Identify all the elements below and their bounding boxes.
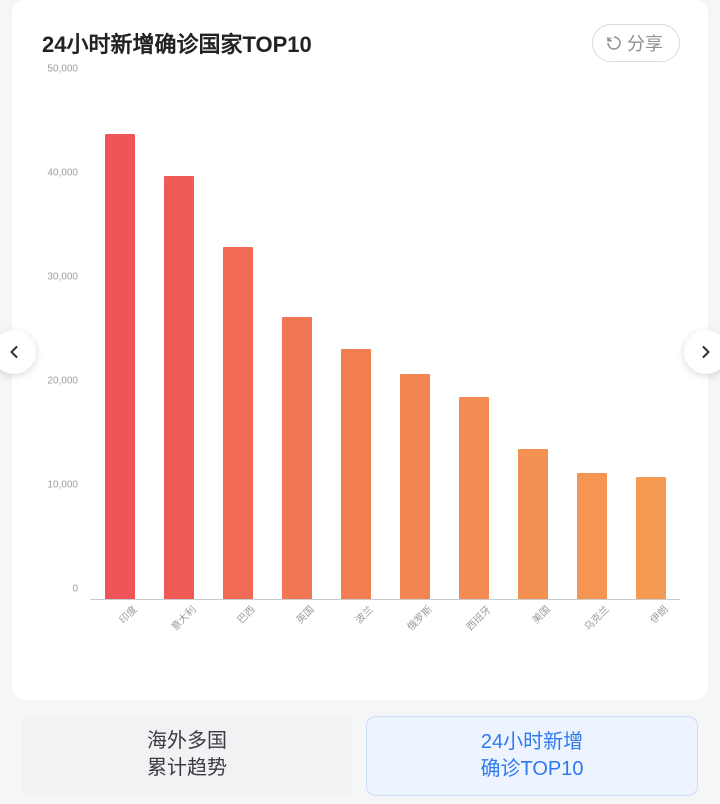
x-tick-label: 伊朗: [633, 596, 704, 667]
share-button[interactable]: 分享: [592, 24, 680, 62]
bars-container: [90, 80, 680, 599]
bar: [636, 477, 666, 599]
share-icon: [605, 34, 623, 52]
bar: [459, 397, 489, 599]
bar: [518, 449, 548, 600]
bar: [282, 317, 312, 599]
x-tick-label: 俄罗斯: [397, 596, 468, 667]
bar: [577, 473, 607, 599]
chart-card: 24小时新增确诊国家TOP10 分享 0 10,000 20,000 30,000 40…: [12, 0, 708, 700]
tab-cumulative-trend[interactable]: 海外多国 累计趋势: [22, 716, 352, 796]
tab-top10-new-cases[interactable]: 24小时新增 确诊TOP10: [366, 716, 698, 796]
share-label: 分享: [627, 30, 663, 56]
plot-area: [90, 80, 680, 600]
x-tick-label: 英国: [279, 596, 350, 667]
x-tick-label: 美国: [515, 596, 586, 667]
y-tick-label: 10,000: [47, 480, 78, 491]
x-tick-label: 乌克兰: [574, 596, 645, 667]
x-axis: 印度意大利巴西英国波兰俄罗斯西班牙美国乌克兰伊朗: [90, 600, 680, 670]
y-tick-label: 20,000: [47, 376, 78, 387]
x-tick-label: 西班牙: [456, 596, 527, 667]
y-tick-label: 0: [72, 584, 78, 595]
bar: [164, 176, 194, 600]
y-tick-label: 30,000: [47, 272, 78, 283]
x-tick-label: 巴西: [220, 596, 291, 667]
next-chart-button[interactable]: [684, 330, 720, 374]
x-tick-label: 印度: [102, 596, 173, 667]
card-header: 24小时新增确诊国家TOP10 分享: [12, 24, 708, 70]
card-title: 24小时新增确诊国家TOP10: [42, 27, 312, 59]
tab-bar: 海外多国 累计趋势 24小时新增 确诊TOP10: [0, 700, 720, 796]
x-tick-label: 意大利: [161, 596, 232, 667]
bar: [341, 349, 371, 599]
y-axis: 010,00020,00030,00040,00050,000: [32, 80, 84, 600]
bar: [400, 374, 430, 599]
chevron-left-icon: [4, 342, 24, 362]
chevron-right-icon: [696, 342, 716, 362]
bar: [105, 134, 135, 599]
y-tick-label: 40,000: [47, 168, 78, 179]
bar-chart: 010,00020,00030,00040,00050,000 印度意大利巴西英…: [12, 70, 708, 670]
y-tick-label: 50,000: [47, 64, 78, 75]
x-tick-label: 波兰: [338, 596, 409, 667]
bar: [223, 247, 253, 599]
